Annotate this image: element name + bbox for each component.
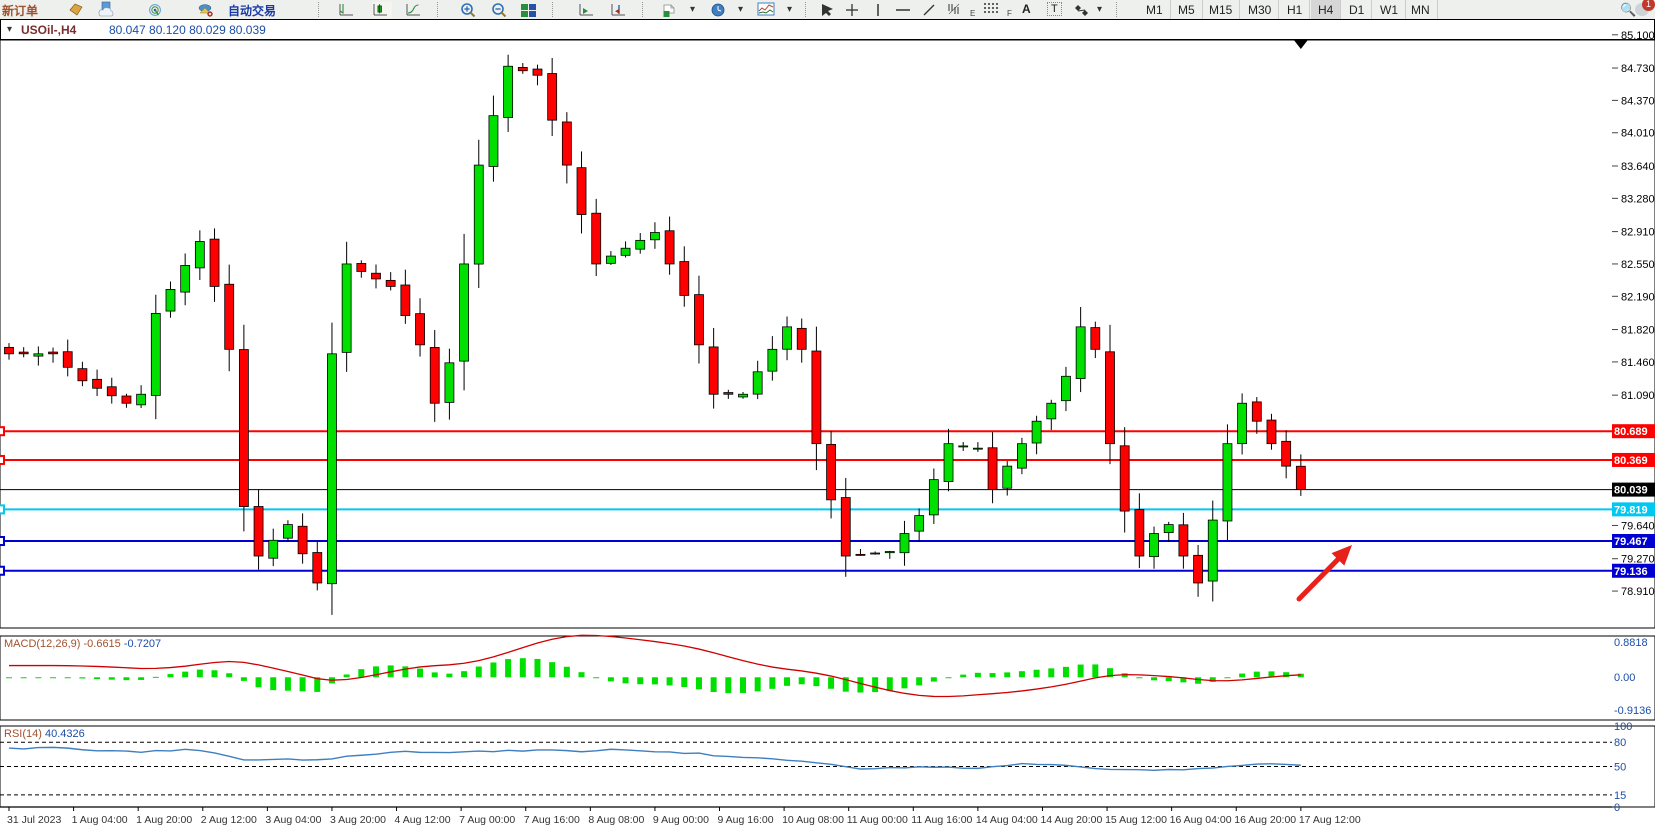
svg-text:81.820: 81.820 [1621, 325, 1655, 337]
svg-text:3 Aug 04:00: 3 Aug 04:00 [265, 814, 321, 826]
svg-text:82.550: 82.550 [1621, 259, 1655, 271]
svg-text:82.190: 82.190 [1621, 291, 1655, 303]
svg-text:80.369: 80.369 [1614, 455, 1648, 467]
svg-text:0.00: 0.00 [1614, 672, 1635, 684]
svg-text:9 Aug 00:00: 9 Aug 00:00 [653, 814, 709, 826]
svg-text:84.370: 84.370 [1621, 95, 1655, 107]
svg-text:14 Aug 20:00: 14 Aug 20:00 [1040, 814, 1102, 826]
svg-text:85.100: 85.100 [1621, 30, 1655, 42]
svg-text:0.8818: 0.8818 [1614, 637, 1648, 649]
svg-text:78.910: 78.910 [1621, 586, 1655, 598]
svg-text:11 Aug 16:00: 11 Aug 16:00 [911, 814, 972, 826]
svg-text:84.010: 84.010 [1621, 128, 1655, 140]
svg-text:81.090: 81.090 [1621, 390, 1655, 402]
svg-text:81.460: 81.460 [1621, 357, 1655, 369]
svg-text:10 Aug 08:00: 10 Aug 08:00 [782, 814, 844, 826]
svg-text:7 Aug 00:00: 7 Aug 00:00 [459, 814, 515, 826]
svg-text:15: 15 [1614, 790, 1626, 802]
svg-text:80.039: 80.039 [1614, 485, 1648, 497]
svg-text:15 Aug 12:00: 15 Aug 12:00 [1105, 814, 1167, 826]
svg-text:14 Aug 04:00: 14 Aug 04:00 [976, 814, 1038, 826]
svg-text:4 Aug 12:00: 4 Aug 12:00 [395, 814, 451, 826]
svg-text:83.640: 83.640 [1621, 161, 1655, 173]
svg-text:7 Aug 16:00: 7 Aug 16:00 [524, 814, 580, 826]
svg-text:31 Jul 2023: 31 Jul 2023 [7, 814, 61, 826]
svg-text:16 Aug 20:00: 16 Aug 20:00 [1234, 814, 1296, 826]
svg-text:1 Aug 20:00: 1 Aug 20:00 [136, 814, 192, 826]
svg-text:50: 50 [1614, 762, 1626, 774]
svg-text:83.280: 83.280 [1621, 193, 1655, 205]
svg-text:3 Aug 20:00: 3 Aug 20:00 [330, 814, 386, 826]
svg-text:79.467: 79.467 [1614, 536, 1648, 548]
svg-text:79.136: 79.136 [1614, 566, 1648, 578]
svg-text:80.689: 80.689 [1614, 426, 1648, 438]
svg-text:-0.9136: -0.9136 [1614, 705, 1651, 717]
svg-text:9 Aug 16:00: 9 Aug 16:00 [718, 814, 774, 826]
svg-text:11 Aug 00:00: 11 Aug 00:00 [847, 814, 908, 826]
svg-text:79.640: 79.640 [1621, 520, 1655, 532]
svg-text:RSI(14) 40.4326: RSI(14) 40.4326 [4, 728, 85, 740]
svg-text:MACD(12,26,9) -0.6615 -0.720: MACD(12,26,9) -0.6615 -0.7207 [4, 638, 161, 650]
svg-text:82.910: 82.910 [1621, 227, 1655, 239]
svg-text:80: 80 [1614, 737, 1626, 749]
svg-text:2 Aug 12:00: 2 Aug 12:00 [201, 814, 257, 826]
svg-text:100: 100 [1614, 721, 1632, 733]
svg-text:79.819: 79.819 [1614, 504, 1648, 516]
svg-text:16 Aug 04:00: 16 Aug 04:00 [1170, 814, 1232, 826]
svg-text:0: 0 [1614, 802, 1620, 814]
svg-text:8 Aug 08:00: 8 Aug 08:00 [588, 814, 644, 826]
svg-text:84.730: 84.730 [1621, 63, 1655, 75]
svg-text:17 Aug 12:00: 17 Aug 12:00 [1299, 814, 1361, 826]
svg-text:1 Aug 04:00: 1 Aug 04:00 [72, 814, 128, 826]
